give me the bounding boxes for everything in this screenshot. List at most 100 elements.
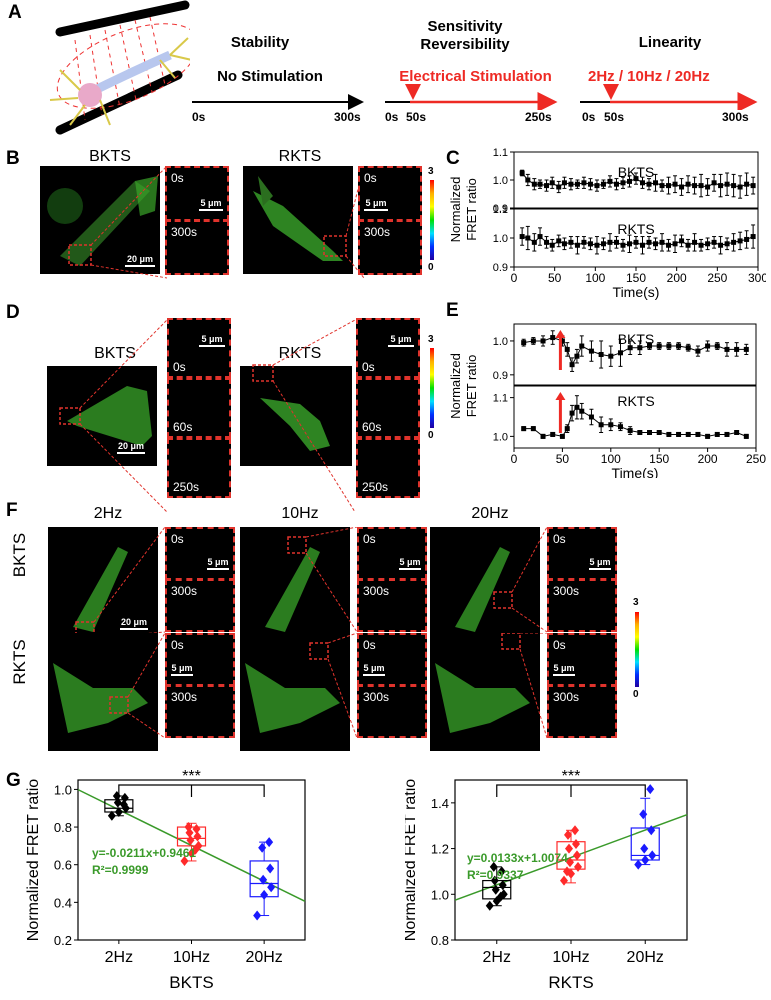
data-point <box>594 242 600 248</box>
sensitivity-subtitle: Electrical Stimulation <box>399 68 552 85</box>
panel-f-col-title: 2Hz <box>93 505 123 522</box>
fit-equation: y=-0.0211x+0.9461 <box>92 846 196 860</box>
y-tick-label: 1.2 <box>431 842 449 857</box>
colorbar-min: 0 <box>428 430 434 441</box>
data-point <box>191 844 200 855</box>
x-tick-label: 300 <box>748 271 766 285</box>
series-label: RKTS <box>617 221 654 237</box>
colorbar <box>635 612 639 687</box>
data-point <box>646 181 652 187</box>
data-point <box>587 241 593 247</box>
data-point <box>544 183 550 189</box>
data-point <box>561 180 567 186</box>
stability-t0: 0s <box>192 110 206 124</box>
data-point <box>737 184 743 190</box>
panel-f-col-title: 20Hz <box>471 505 509 522</box>
data-point <box>633 176 639 182</box>
x-axis-label: RKTS <box>548 973 593 992</box>
data-point <box>656 343 662 349</box>
zoom-lines <box>287 527 358 633</box>
panel-f-image <box>240 527 350 637</box>
x-tick-label: 10Hz <box>173 949 210 966</box>
data-point <box>698 183 704 189</box>
x-tick-label: 100 <box>601 452 621 466</box>
significance-bracket <box>118 784 265 797</box>
data-point <box>119 799 128 810</box>
data-point <box>613 239 619 245</box>
data-point <box>574 353 580 359</box>
panel-label-c: C <box>446 148 460 169</box>
panel-f-image <box>240 633 350 751</box>
panel-f-inset: 300s <box>357 685 427 738</box>
panel-b-bkts-inset-0s: 0s 5 μm <box>165 166 229 221</box>
zoom-lines <box>309 633 358 739</box>
data-point <box>734 346 740 352</box>
data-point <box>540 338 546 344</box>
lin-t0: 0s <box>582 110 596 124</box>
y-tick-label: 0.9 <box>493 370 508 382</box>
zoom-lines <box>493 527 548 633</box>
panel-g-rkts-chart: 0.8 1.0 1.2 1.4 Normalized FRET ratio 2Hz 10Hz… <box>405 768 688 992</box>
zoom-lines <box>323 165 365 279</box>
linearity-title: Linearity <box>638 34 702 51</box>
x-tick-label: 2Hz <box>105 949 133 966</box>
data-point <box>568 239 574 245</box>
x-tick-label: 200 <box>667 271 687 285</box>
panel-d-bkts-image: 20 μm <box>47 366 157 466</box>
panel-f-col-title: 10Hz <box>281 505 319 522</box>
data-point <box>556 238 562 244</box>
data-point <box>537 234 543 240</box>
timeline-arrows <box>192 84 758 110</box>
y-tick-label: 1.4 <box>431 796 449 811</box>
x-tick-label: 250 <box>746 452 766 466</box>
data-point <box>685 242 691 248</box>
x-tick-label: 100 <box>585 271 605 285</box>
data-point <box>569 362 575 368</box>
data-point <box>724 181 730 187</box>
data-point <box>260 889 269 900</box>
data-point <box>750 234 756 240</box>
colorbar <box>430 180 434 260</box>
data-point <box>572 839 580 849</box>
data-point <box>259 874 268 885</box>
lin-t1: 50s <box>604 110 625 124</box>
data-point <box>530 426 536 432</box>
y-tick-label: 1.0 <box>493 175 508 187</box>
data-point <box>620 180 626 186</box>
series-label: BKTS <box>618 164 655 180</box>
panel-d-rkts-inset-0s: 5 μm 0s <box>356 318 420 378</box>
data-point <box>556 184 562 190</box>
data-point <box>531 239 537 245</box>
data-point <box>588 414 594 420</box>
data-point <box>695 431 701 437</box>
sens-t1: 50s <box>406 110 427 124</box>
x-tick-label: 0 <box>511 452 518 466</box>
data-point <box>193 831 202 842</box>
y-axis-label: Normalized <box>448 353 463 419</box>
data-point <box>666 343 672 349</box>
data-point <box>676 431 682 437</box>
data-point <box>521 426 527 432</box>
data-point <box>617 350 623 356</box>
data-point <box>698 242 704 248</box>
data-point <box>550 431 556 437</box>
data-point <box>640 843 649 854</box>
panel-f-inset: 0s 5 μm <box>165 633 235 686</box>
sens-t0: 0s <box>385 110 399 124</box>
panel-f-image <box>430 527 540 637</box>
data-point <box>550 335 556 341</box>
x-tick-label: 20Hz <box>245 949 282 966</box>
data-point <box>634 859 643 870</box>
data-point <box>497 866 506 877</box>
series-label: RKTS <box>617 393 654 409</box>
y-tick-label: 0.9 <box>493 203 508 215</box>
data-point <box>549 180 555 186</box>
data-point <box>647 430 653 435</box>
panel-f-inset: 0s 5 μm <box>547 527 617 580</box>
y-tick-label: 0.8 <box>431 933 449 948</box>
data-point <box>598 422 604 428</box>
panel-f-row-title: BKTS <box>10 532 29 578</box>
data-point <box>653 241 659 247</box>
data-point <box>600 181 606 187</box>
y-tick-label: 0.4 <box>54 895 72 910</box>
